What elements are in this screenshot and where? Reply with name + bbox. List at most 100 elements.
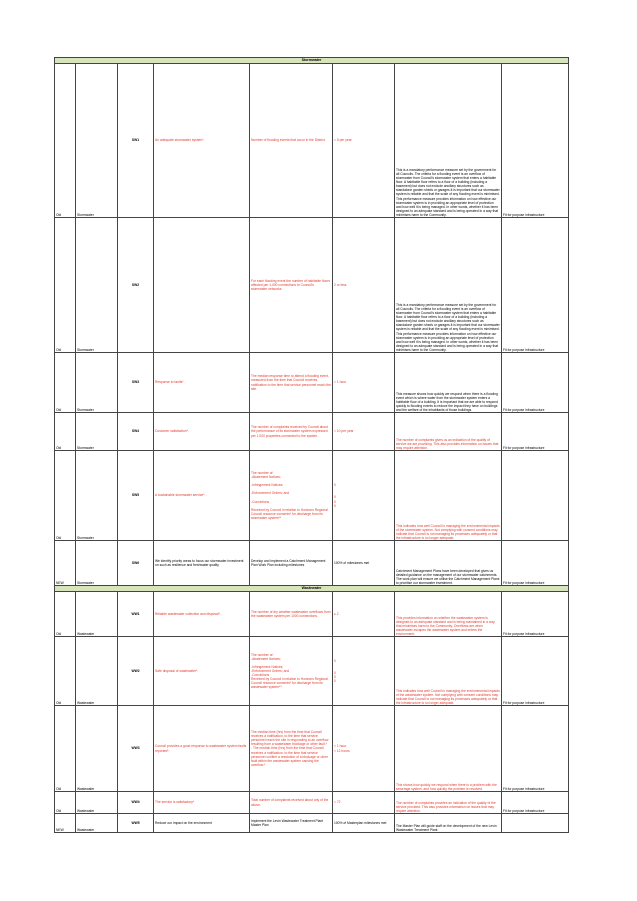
measure-cell: Total number of complaints received abou… [249, 791, 333, 814]
code-cell: WW3 [117, 705, 154, 792]
measure-cell: The median response time to attend a flo… [249, 352, 333, 413]
measure-cell: The median time (hrs) from the time that… [249, 705, 333, 792]
outcome-cell: Council provides a good response to wast… [153, 705, 250, 792]
status-cell: NEW [54, 540, 76, 586]
status-cell: Old [54, 63, 76, 218]
category-cell: Fit for purpose infrastructure [500, 412, 570, 451]
target-cell: < 10 per year [332, 412, 395, 451]
category-cell [500, 813, 570, 833]
outcome-cell: We identify priority areas to focus our … [153, 540, 250, 586]
target-cell: < 72 [332, 791, 395, 814]
target-line: 0 [334, 679, 336, 684]
category-cell: Fit for purpose infrastructure [500, 791, 570, 814]
measures-sheet: Stormwater Old Stormwater SW1 An adequate st… [53, 57, 570, 833]
outcome-cell: Reliable wastewater collection and dispo… [153, 591, 250, 637]
measure-cell: The number of dry weather wastewater ove… [249, 591, 333, 637]
status-cell: Old [54, 217, 76, 353]
measure-row: Old Stormwater SW2 For each flooding event … [54, 217, 570, 353]
outcome-cell [153, 217, 250, 353]
measure-row: NEW Wastewater WW5 Reduce our impact on the… [54, 813, 570, 833]
explanation-cell: The number of complaints gives us an ind… [394, 412, 502, 451]
measure-line: -Convictions [251, 673, 270, 677]
measure-cell: Implement the Levin Wastewater Treatment… [249, 813, 333, 833]
target-cell: 100% of Masterplan milestones met [332, 813, 395, 833]
group-cell: Wastewater [75, 791, 118, 814]
group-cell: Stormwater [75, 63, 118, 218]
code-cell: SW2 [117, 217, 154, 353]
explanation-cell: Catchment Management Plans have been dev… [394, 540, 502, 586]
measure-row: NEW Stormwater SW6 We identify priority are… [54, 540, 570, 586]
code-cell: WW1 [117, 591, 154, 637]
measure-line: -Abatement Notices; [251, 656, 281, 661]
explanation-cell: This is a mandatory performance measure … [394, 217, 502, 353]
target-line: 0 [334, 499, 336, 504]
explanation-cell: This provides information on whether the… [394, 591, 502, 637]
measure-row: Old Stormwater SW1 An adequate stormwater s… [54, 63, 570, 218]
group-cell: Wastewater [75, 705, 118, 792]
explanation-cell: The number of complaints provides an ind… [394, 791, 502, 814]
measure-row: Old Stormwater SW3 Response to faults*. The … [54, 352, 570, 413]
target-cell: 100% of milestones met [332, 540, 395, 586]
outcome-cell: Reduce our impact on the environment [153, 813, 250, 833]
measure-line: The number of: [251, 471, 274, 476]
measure-cell: For each flooding event the number of ha… [249, 217, 333, 353]
code-cell: SW4 [117, 412, 154, 451]
measure-row: Old Wastewater WW2 Safe disposal of wastewa… [54, 636, 570, 706]
measure-line: -Enforcement Orders; and [251, 491, 290, 496]
explanation-cell: This is a mandatory performance measure … [394, 63, 502, 218]
status-cell: Old [54, 412, 76, 451]
status-cell: Old [54, 591, 76, 637]
category-cell: Fit for purpose infrastructure [500, 705, 570, 792]
group-cell: Wastewater [75, 636, 118, 706]
measure-line: -Infringement Notices; [251, 664, 284, 669]
measure-line: -Infringement Notices; [251, 483, 284, 488]
category-cell: Fit for purpose infrastructure [500, 352, 570, 413]
category-cell [500, 450, 570, 541]
target-line: < 12 hours [334, 748, 350, 753]
measure-line: -Abatement Notices; [251, 475, 281, 480]
measure-cell: Number of flooding events that occur in … [249, 63, 333, 218]
category-cell: Fit for purpose infrastructure [500, 63, 570, 218]
code-cell: SW5 [117, 450, 154, 541]
code-cell: SW6 [117, 540, 154, 586]
target-line: 0 [334, 503, 336, 508]
category-cell: Fit for purpose infrastructure [500, 636, 570, 706]
measure-line: Received by Council in relation to Horiz… [251, 677, 328, 690]
group-cell: Stormwater [75, 450, 118, 541]
target-cell: < 1 hour [332, 352, 395, 413]
target-cell: < 1 hour < 12 hours [332, 705, 395, 792]
code-cell: WW4 [117, 791, 154, 814]
target-line: 0 [334, 483, 336, 488]
target-line: < 1 hour [334, 744, 347, 749]
explanation-cell: This shows how quickly we respond when t… [394, 705, 502, 792]
code-cell: SW3 [117, 352, 154, 413]
target-cell: 2 or less [332, 217, 395, 353]
measure-cell: The number of: -Abatement Notices; -Infrin… [249, 636, 333, 706]
explanation-cell: The Master Plan will guide staff on the … [394, 813, 502, 833]
group-cell: Stormwater [75, 352, 118, 413]
outcome-cell: The service is satisfactory* [153, 791, 250, 814]
status-cell: NEW [54, 813, 76, 833]
measure-cell: The number of complaints received by Cou… [249, 412, 333, 451]
code-cell: WW2 [117, 636, 154, 706]
explanation-cell: This measure shows how quickly we respon… [394, 352, 502, 413]
measure-cell: The number of: -Abatement Notices; -Infrin… [249, 450, 333, 541]
code-cell: SW1 [117, 63, 154, 218]
target-line: 0 [334, 495, 336, 500]
measure-row: Old Wastewater WW4 The service is satisfact… [54, 791, 570, 814]
measure-line: -Convictions [251, 499, 270, 504]
measure-row: Old Stormwater SW5 A sustainable stormwater… [54, 450, 570, 541]
outcome-cell: Safe disposal of wastewater*. [153, 636, 250, 706]
group-cell: Wastewater [75, 591, 118, 637]
status-cell: Old [54, 791, 76, 814]
outcome-cell: Response to faults*. [153, 352, 250, 413]
group-cell: Stormwater [75, 540, 118, 586]
measure-line: -Enforcement Orders; and [251, 668, 290, 673]
status-cell: Old [54, 705, 76, 792]
status-cell: Old [54, 636, 76, 706]
category-cell: Fit for purpose infrastructure [500, 540, 570, 586]
measure-row: Old Stormwater SW4 Customer satisfaction*. T… [54, 412, 570, 451]
explanation-cell: This indicates how well Council is manag… [394, 636, 502, 706]
measure-cell: Develop and implement a Catchment Manage… [249, 540, 333, 586]
